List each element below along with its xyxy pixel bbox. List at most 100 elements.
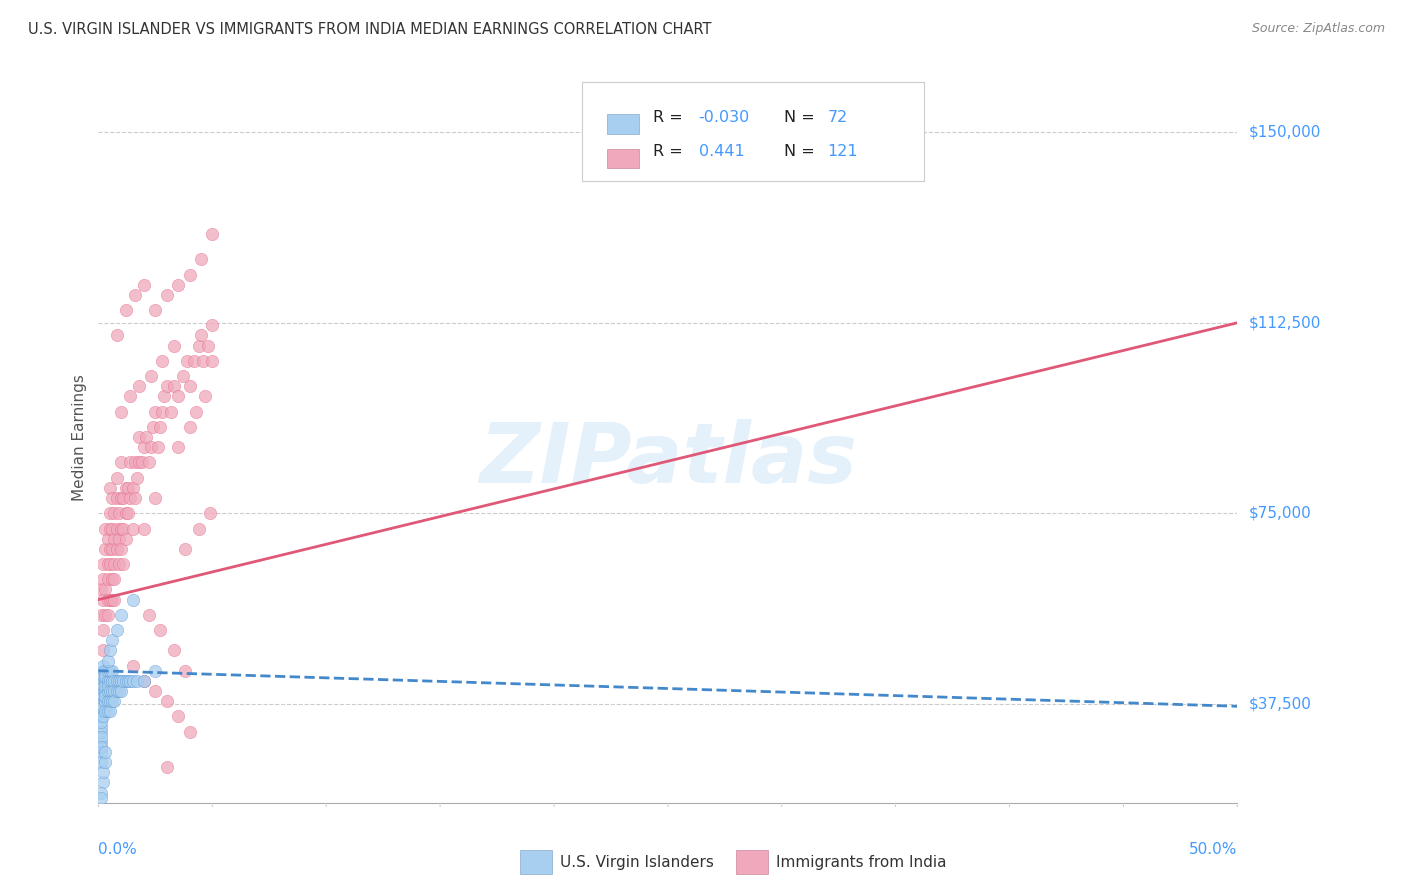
- Point: [114, 506, 136, 520]
- Point: [105, 521, 128, 535]
- Point: [167, 389, 190, 403]
- Point: [94, 607, 117, 622]
- Point: [91, 623, 114, 637]
- Point: [110, 491, 132, 505]
- Point: [91, 643, 114, 657]
- Point: [108, 532, 131, 546]
- Point: [201, 227, 224, 241]
- Text: $37,500: $37,500: [1249, 697, 1312, 711]
- Point: [91, 775, 114, 789]
- Point: [135, 430, 157, 444]
- Point: [96, 679, 118, 693]
- Point: [103, 694, 125, 708]
- Text: $150,000: $150,000: [1249, 125, 1320, 140]
- Point: [179, 268, 201, 282]
- Point: [101, 684, 124, 698]
- Point: [90, 720, 112, 734]
- Point: [94, 705, 117, 719]
- Text: 0.441: 0.441: [699, 145, 744, 160]
- Point: [91, 699, 114, 714]
- Text: 72: 72: [827, 110, 848, 125]
- Point: [156, 760, 179, 774]
- Point: [91, 679, 114, 693]
- Point: [96, 694, 118, 708]
- Point: [90, 755, 112, 769]
- Point: [108, 684, 131, 698]
- Point: [101, 491, 124, 505]
- Point: [96, 664, 118, 678]
- Point: [110, 521, 132, 535]
- Point: [98, 705, 121, 719]
- Point: [132, 673, 155, 688]
- Point: [162, 338, 184, 352]
- Point: [105, 491, 128, 505]
- Point: [103, 673, 125, 688]
- Point: [94, 684, 117, 698]
- Point: [98, 521, 121, 535]
- Point: [114, 532, 136, 546]
- Point: [110, 455, 132, 469]
- Point: [91, 658, 114, 673]
- Point: [98, 541, 121, 556]
- Point: [91, 572, 114, 586]
- Point: [103, 572, 125, 586]
- Point: [120, 673, 142, 688]
- Point: [149, 420, 172, 434]
- Point: [132, 673, 155, 688]
- Point: [94, 582, 117, 597]
- Point: [193, 354, 215, 368]
- Point: [103, 592, 125, 607]
- Point: [121, 592, 143, 607]
- Point: [98, 684, 121, 698]
- Text: U.S. Virgin Islanders: U.S. Virgin Islanders: [560, 855, 713, 870]
- Point: [127, 471, 149, 485]
- Point: [174, 541, 197, 556]
- Point: [103, 532, 125, 546]
- Point: [98, 664, 121, 678]
- Point: [198, 506, 221, 520]
- Point: [112, 521, 135, 535]
- Point: [114, 481, 136, 495]
- Point: [96, 654, 118, 668]
- Point: [124, 491, 146, 505]
- Point: [179, 724, 201, 739]
- Point: [114, 673, 136, 688]
- Point: [110, 541, 132, 556]
- Point: [145, 303, 167, 318]
- Point: [132, 277, 155, 292]
- Point: [117, 481, 139, 495]
- Point: [105, 541, 128, 556]
- Point: [103, 684, 125, 698]
- Point: [96, 592, 118, 607]
- Point: [201, 354, 224, 368]
- Point: [91, 592, 114, 607]
- Point: [120, 389, 142, 403]
- Point: [162, 643, 184, 657]
- Point: [112, 491, 135, 505]
- Point: [183, 354, 205, 368]
- Point: [91, 705, 114, 719]
- Point: [146, 440, 169, 454]
- Point: [145, 405, 167, 419]
- Point: [174, 664, 197, 678]
- Text: Immigrants from India: Immigrants from India: [776, 855, 946, 870]
- FancyBboxPatch shape: [520, 850, 551, 874]
- Point: [91, 694, 114, 708]
- Point: [96, 572, 118, 586]
- Point: [197, 338, 219, 352]
- Text: $112,500: $112,500: [1249, 315, 1320, 330]
- Point: [156, 379, 179, 393]
- Point: [145, 664, 167, 678]
- Point: [90, 786, 112, 800]
- FancyBboxPatch shape: [737, 850, 768, 874]
- Point: [190, 252, 212, 267]
- Point: [112, 673, 135, 688]
- Point: [91, 664, 114, 678]
- Point: [128, 455, 150, 469]
- Point: [110, 673, 132, 688]
- Point: [120, 455, 142, 469]
- Point: [186, 405, 208, 419]
- Point: [96, 684, 118, 698]
- Point: [103, 557, 125, 571]
- Point: [145, 684, 167, 698]
